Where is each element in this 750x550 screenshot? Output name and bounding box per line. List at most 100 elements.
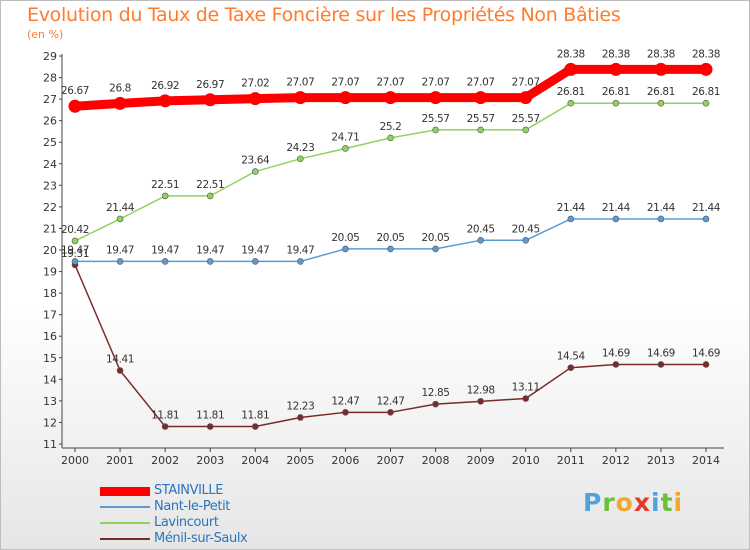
x-tick-label: 2013 [647,454,675,467]
x-tick-label: 2007 [377,454,405,467]
data-label: 12.23 [286,400,314,412]
data-label: 19.47 [241,244,269,256]
x-tick-label: 2012 [602,454,630,467]
data-point-lavincourt [657,99,665,107]
data-label: 26.67 [61,85,89,97]
data-point-lavincourt [432,126,439,134]
data-point-nant-le-petit [477,237,484,244]
data-point-nant-le-petit [612,215,620,223]
y-tick-label: 23 [43,179,57,192]
data-point-stainville [564,62,578,76]
legend-label: Lavincourt [154,515,219,530]
x-tick-label: 2001 [106,454,134,467]
data-label: 27.07 [512,77,540,89]
data-point-nant-le-petit [71,258,79,265]
y-tick-label: 21 [43,222,57,235]
legend-swatch [100,522,150,524]
data-label: 26.8 [109,82,131,94]
data-point-menil-sur-saulx [161,423,169,430]
data-point-stainville [384,91,397,105]
x-tick-label: 2014 [692,454,720,467]
data-point-stainville [609,62,623,76]
y-tick-label: 17 [43,309,57,322]
x-tick-label: 2010 [512,454,540,467]
x-tick-label: 2002 [151,454,179,467]
data-label: 11.81 [151,410,179,422]
legend-label: Nant-le-Petit [154,499,230,514]
data-label: 12.98 [467,384,495,396]
data-point-lavincourt [206,192,214,200]
data-label: 14.69 [602,347,630,359]
data-point-stainville [654,62,668,76]
data-label: 22.51 [151,179,179,191]
data-label: 22.51 [196,179,224,191]
data-label: 27.07 [331,77,359,89]
y-tick-label: 28 [43,72,57,85]
x-tick-label: 2003 [196,454,224,467]
data-point-stainville [113,96,127,110]
data-point-lavincourt [116,215,124,223]
data-label: 19.47 [151,244,179,256]
data-point-lavincourt [522,126,530,134]
data-label: 11.81 [196,410,224,422]
data-label: 21.44 [106,202,135,214]
data-label: 20.05 [376,232,404,244]
data-label: 27.07 [467,77,495,89]
data-label: 26.92 [151,80,179,92]
legend-swatch [100,538,150,540]
data-point-lavincourt [251,168,259,175]
data-point-stainville [338,91,352,105]
data-point-menil-sur-saulx [342,409,349,416]
y-tick-label: 29 [43,50,57,63]
brand-letter: i [673,488,684,517]
data-point-nant-le-petit [161,258,169,265]
data-label: 13.11 [512,382,540,394]
data-label: 21.44 [647,202,676,214]
data-label: 14.54 [557,351,586,363]
data-point-menil-sur-saulx [477,398,484,405]
chart-subtitle: (en %) [27,28,64,41]
legend-swatch [100,486,150,496]
data-label: 25.2 [380,121,402,133]
data-label: 23.64 [241,155,270,167]
data-point-nant-le-petit [342,245,349,253]
data-label: 27.07 [286,77,314,89]
data-label: 20.45 [512,223,540,235]
data-point-stainville [474,91,488,105]
data-label: 27.07 [376,77,404,89]
data-point-nant-le-petit [702,215,710,223]
y-tick-label: 11 [43,438,57,451]
data-point-menil-sur-saulx [432,400,439,408]
y-tick-label: 20 [43,244,57,257]
data-point-lavincourt [297,155,304,163]
data-label: 12.47 [376,395,404,407]
data-label: 20.05 [422,232,450,244]
y-tick-label: 18 [43,287,57,300]
data-point-stainville [158,94,172,108]
data-label: 19.31 [61,248,89,260]
data-label: 14.69 [647,347,675,359]
y-tick-label: 13 [43,395,57,408]
data-point-stainville [293,91,307,105]
x-tick-label: 2004 [241,454,269,467]
data-label: 20.45 [467,223,495,235]
data-label: 24.71 [331,131,359,143]
brand-letter: t [660,488,674,517]
legend-swatch [100,506,150,508]
data-label: 26.81 [692,86,720,98]
y-tick-label: 16 [43,330,57,343]
x-tick-label: 2011 [557,454,585,467]
data-point-nant-le-petit [116,258,124,265]
data-point-stainville [429,91,443,105]
data-label: 28.38 [557,48,585,60]
y-tick-label: 26 [43,115,57,128]
data-label: 12.47 [331,395,359,407]
data-label: 19.47 [286,244,314,256]
y-tick-label: 12 [43,416,57,429]
data-point-menil-sur-saulx [657,361,665,368]
data-label: 25.57 [467,113,495,125]
data-point-nant-le-petit [206,258,214,265]
x-tick-label: 2005 [286,454,314,467]
